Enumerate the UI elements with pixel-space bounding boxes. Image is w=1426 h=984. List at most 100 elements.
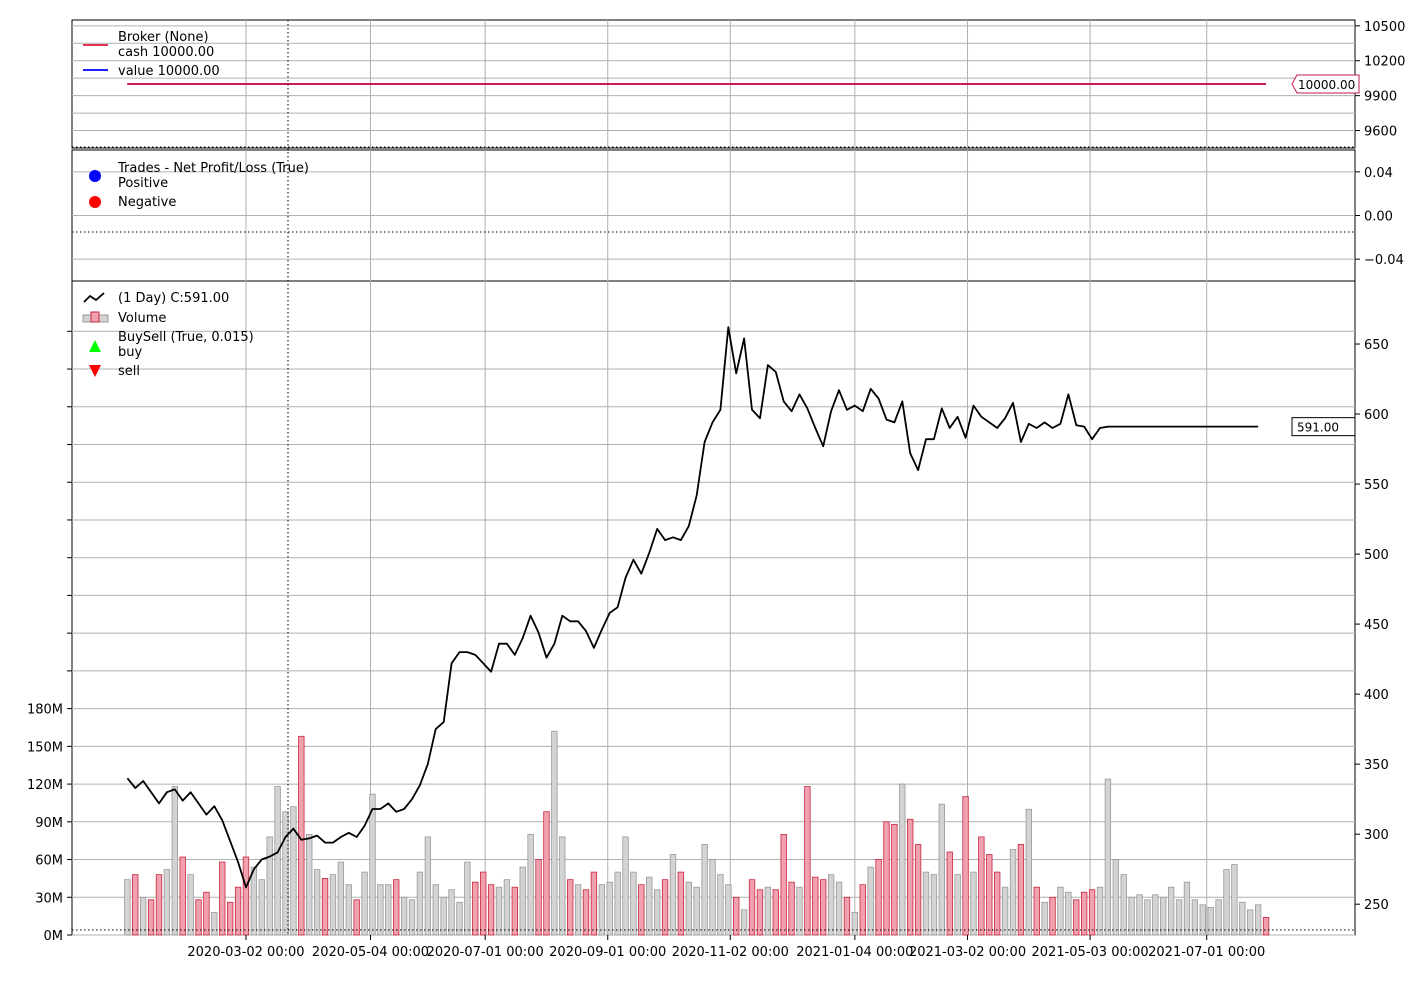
xtick-label: 2021-03-02 00:00 xyxy=(909,945,1026,960)
volume-bar xyxy=(163,869,171,936)
volume-bar xyxy=(669,854,677,936)
volume-bar xyxy=(812,876,819,936)
volume-bar xyxy=(1144,899,1151,936)
volume-bar xyxy=(400,896,408,936)
volume-bar xyxy=(867,866,874,936)
volume-bar xyxy=(424,836,432,936)
volume-bar xyxy=(321,878,329,936)
price-ytick-label: 400 xyxy=(1364,688,1389,703)
broker-ytick-label: 10500 xyxy=(1364,20,1405,35)
volume-bar xyxy=(203,891,210,936)
volume-bar xyxy=(290,806,297,936)
volume-bar xyxy=(535,859,542,936)
price-ytick-label: 650 xyxy=(1364,338,1389,353)
xtick-label: 2021-01-04 00:00 xyxy=(796,945,913,960)
volume-bar xyxy=(543,811,550,936)
volume-bar xyxy=(606,881,613,936)
volume-bar xyxy=(653,889,661,936)
volume-bar xyxy=(179,856,186,936)
volume-bar xyxy=(234,886,242,936)
volume-legend-label: Volume xyxy=(118,311,166,326)
volume-bar xyxy=(306,833,313,936)
volume-bar xyxy=(226,901,234,936)
axis-layer: 2020-03-02 00:00 2020-05-04 00:002020-07-… xyxy=(27,20,1405,960)
volume-bar xyxy=(717,874,724,936)
volume-bar xyxy=(416,871,424,936)
volume-bar xyxy=(820,879,827,936)
broker-ytick-label: 9900 xyxy=(1364,90,1397,105)
grid-layer xyxy=(72,20,1355,936)
volume-bar xyxy=(393,879,400,936)
volume-bar xyxy=(1080,891,1088,936)
volume-bar xyxy=(448,889,455,936)
volume-bar xyxy=(574,884,582,936)
xtick-label: 2020-11-02 00:00 xyxy=(672,945,789,960)
trades-legend-label: Negative xyxy=(118,195,176,210)
series-lines xyxy=(126,83,1267,889)
volume-ytick-label: 90M xyxy=(35,816,63,831)
volume-bar xyxy=(1175,899,1183,936)
volume-bar xyxy=(622,836,629,936)
volume-bar xyxy=(472,881,479,936)
close-price-line xyxy=(126,326,1259,889)
volume-bar xyxy=(511,886,518,936)
trades-ytick-label: 0.00 xyxy=(1364,210,1393,225)
volume-bar xyxy=(1191,899,1199,936)
volume-bar xyxy=(503,879,511,936)
volume-bar xyxy=(187,874,194,936)
volume-ytick-label: 60M xyxy=(35,854,63,869)
volume-bar xyxy=(1239,901,1246,936)
volume-bar xyxy=(1057,886,1064,936)
volume-legend-swatch-red xyxy=(90,311,100,323)
volume-bar xyxy=(282,811,289,936)
volume-bar xyxy=(258,879,265,936)
volume-bar xyxy=(519,866,526,936)
volume-bar xyxy=(480,871,487,936)
xtick-label: 2021-07-01 00:00 xyxy=(1148,945,1265,960)
volume-bar xyxy=(361,871,368,936)
volume-bar xyxy=(962,796,969,936)
volume-bar xyxy=(432,884,439,936)
volume-bar xyxy=(922,871,930,936)
price-ytick-label: 500 xyxy=(1364,548,1389,563)
volume-bar xyxy=(891,823,898,936)
volume-bar xyxy=(907,818,914,936)
sell-legend-label: sell xyxy=(118,364,140,379)
volume-bar xyxy=(614,871,621,936)
volume-bar xyxy=(725,884,732,936)
volume-bar xyxy=(1088,889,1096,936)
volume-bar xyxy=(859,884,866,936)
volume-bar xyxy=(701,844,708,936)
volume-bar xyxy=(875,859,882,936)
volume-bar xyxy=(851,911,859,936)
volume-bar xyxy=(970,871,977,936)
volume-bar xyxy=(369,793,376,936)
volume-bar xyxy=(685,881,692,936)
volume-bar xyxy=(630,871,637,936)
volume-bar xyxy=(408,899,416,936)
volume-ytick-label: 0M xyxy=(44,929,64,944)
volume-bar xyxy=(1207,906,1214,936)
volume-bar xyxy=(377,884,384,936)
broker-ytick-label: 9600 xyxy=(1364,125,1397,140)
trades-ytick-label: −0.04 xyxy=(1364,253,1404,268)
volume-bar xyxy=(559,836,566,936)
volume-bar xyxy=(195,899,202,936)
volume-bars xyxy=(124,730,1270,936)
volume-bar xyxy=(1041,901,1048,936)
volume-bar xyxy=(1025,808,1032,936)
volume-bar xyxy=(764,886,772,936)
xtick-label: 2021-05-03 00:00 xyxy=(1032,945,1149,960)
broker-ytick-label: 10200 xyxy=(1364,55,1405,70)
volume-bar xyxy=(1104,778,1112,936)
volume-bar xyxy=(978,836,985,936)
xtick-label: 2020-09-01 00:00 xyxy=(549,945,666,960)
price-ytick-label: 600 xyxy=(1364,408,1389,423)
broker-legend-title: Broker (None) xyxy=(118,30,209,45)
volume-bar xyxy=(677,871,685,936)
volume-bar xyxy=(835,881,843,936)
volume-bar xyxy=(1128,896,1135,936)
xtick-label: 2020-05-04 00:00 xyxy=(312,945,429,960)
buysell-legend-title: BuySell (True, 0.015) xyxy=(118,330,254,345)
